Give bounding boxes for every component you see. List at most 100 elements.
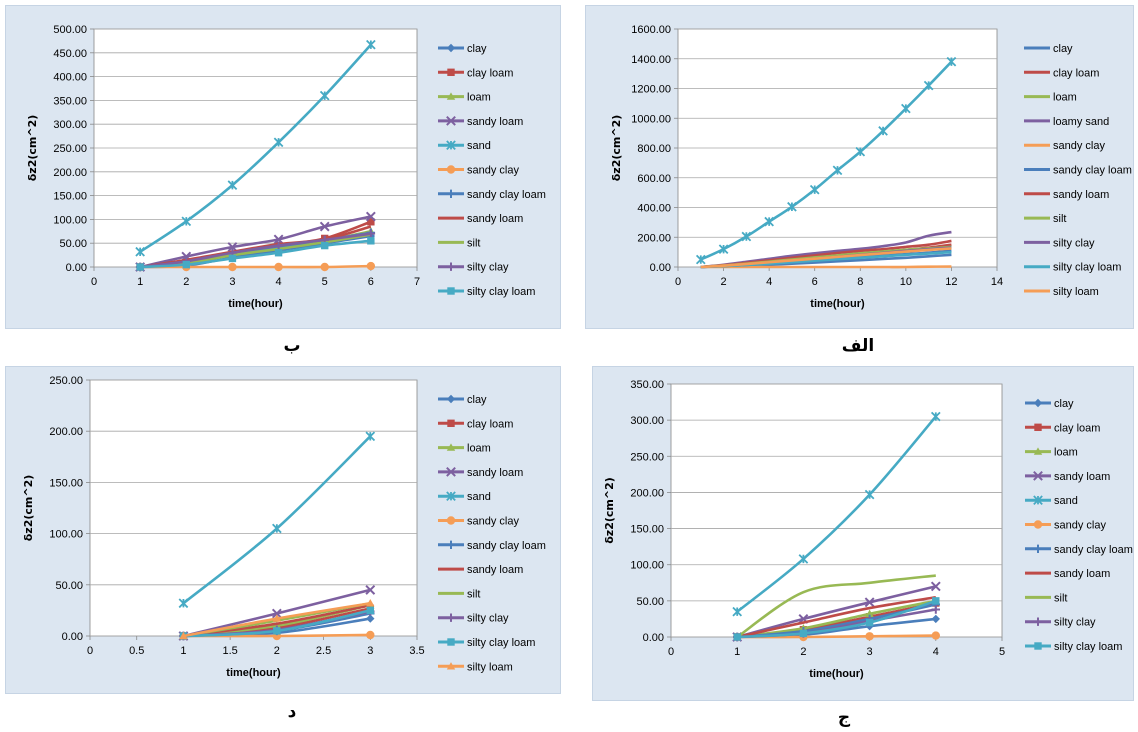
legend-label: silty clay [1054, 617, 1096, 629]
data-point [932, 597, 940, 605]
data-point [367, 237, 375, 245]
legend-label: sandy loam [467, 467, 523, 479]
y-tick-label: 350.00 [630, 379, 664, 391]
series-line [736, 585, 937, 639]
y-tick-label: 0.00 [62, 631, 83, 643]
legend-label: loam [467, 92, 491, 104]
legend-label: loam [1053, 92, 1077, 104]
y-tick-label: 150.00 [49, 477, 83, 489]
x-tick-label: 3.5 [409, 645, 424, 657]
y-axis-label: δz2(cm^2) [26, 115, 39, 182]
y-tick-label: 1600.00 [631, 24, 671, 36]
legend-label: sand [467, 140, 491, 152]
legend-label: sandy loam [467, 116, 523, 128]
data-point [136, 263, 144, 271]
y-tick-label: 400.00 [53, 72, 87, 84]
legend-item-clay: clay [1024, 43, 1073, 55]
y-tick-label: 50.00 [636, 596, 664, 608]
legend-item-clay-loam: clay loam [1024, 67, 1099, 79]
data-point [178, 598, 189, 609]
data-point [764, 216, 774, 227]
legend-item-silt: silt [438, 588, 480, 600]
y-axis-label: δz2(cm^2) [610, 115, 623, 182]
legend-item-sandy-clay: sandy clay [1025, 520, 1106, 532]
y-tick-label: 350.00 [53, 95, 87, 107]
legend-marker [447, 287, 455, 295]
legend-label: sandy clay [467, 516, 519, 528]
data-point [274, 262, 283, 272]
y-tick-label: 0.00 [650, 262, 671, 274]
data-point [135, 246, 145, 257]
data-point [799, 629, 808, 638]
x-tick-label: 1 [734, 646, 740, 658]
legend-item-loamy-sand: loamy sand [1024, 116, 1109, 128]
data-point [228, 254, 237, 263]
series-line [736, 415, 937, 613]
y-tick-label: 100.00 [49, 529, 83, 541]
legend-item-sandy-loam: sandy loam [1024, 189, 1109, 201]
legend-marker [446, 92, 456, 100]
x-tick-label: 0 [87, 645, 93, 657]
data-point [273, 234, 284, 245]
x-tick-label: 7 [414, 276, 420, 288]
legend-label: clay [1054, 398, 1074, 410]
legend-item-clay-loam: clay loam [1025, 422, 1100, 434]
plot-area [89, 379, 418, 637]
x-tick-label: 5 [999, 646, 1005, 658]
legend-item-sandy-loam: sandy loam [1025, 471, 1110, 483]
y-tick-label: 1200.00 [631, 84, 671, 96]
legend-label: clay loam [1054, 422, 1100, 434]
legend-label: sandy clay [1054, 520, 1106, 532]
chart-dal-svg: 0.00 50.00 100.00 150.00 200.00 250.00 0 0.5 1 1.… [22, 375, 546, 679]
x-axis-label: time(hour) [228, 298, 283, 310]
legend-label: sandy clay loam [467, 540, 546, 552]
x-tick-label: 3 [367, 645, 373, 657]
legend-marker [1033, 617, 1043, 626]
x-tick-label: 6 [812, 276, 818, 288]
y-tick-label: 300.00 [630, 415, 664, 427]
y-tick-label: 0.00 [643, 632, 664, 644]
legend-item-sandy-clay: sandy clay [438, 165, 519, 177]
legend-marker [446, 540, 456, 549]
data-point [365, 211, 376, 222]
data-point [930, 581, 941, 592]
legend-label: sandy loam [1054, 568, 1110, 580]
legend-label: loamy sand [1053, 116, 1109, 128]
legend-item-silt: silt [1024, 213, 1066, 225]
data-point [787, 201, 797, 212]
y-tick-label: 1400.00 [631, 54, 671, 66]
legend-item-clay-loam: clay loam [438, 418, 513, 430]
data-point [366, 261, 376, 271]
legend-marker [1033, 447, 1043, 455]
legend-label: sandy loam [467, 564, 523, 576]
legend-label: clay [467, 394, 487, 406]
data-point [931, 631, 940, 640]
y-tick-label: 200.00 [630, 487, 664, 499]
chart-b-svg: 0.00 50.00 100.00 150.00 200.00 250.00 300.00 3… [26, 24, 546, 310]
data-point [227, 180, 238, 190]
legend-marker [1033, 470, 1043, 481]
x-tick-label: 8 [857, 276, 863, 288]
legend-item-sand: sand [438, 140, 491, 152]
data-point [798, 554, 809, 564]
data-point [367, 218, 375, 226]
legend-item-sandy-clay: sandy clay [1024, 140, 1105, 152]
x-tick-label: 3 [867, 646, 873, 658]
y-tick-label: 300.00 [53, 119, 87, 131]
legend-item-silt: silt [438, 237, 480, 249]
y-tick-label: 50.00 [59, 238, 87, 250]
legend-item-clay: clay [1025, 398, 1074, 410]
x-tick-label: 2 [800, 646, 806, 658]
data-point [274, 249, 283, 257]
caption-dal: د [287, 702, 297, 722]
x-tick-label: 0 [675, 276, 681, 288]
data-point [733, 633, 741, 641]
plot-area [670, 383, 1003, 638]
series-sand [732, 411, 941, 617]
x-tick-label: 0 [668, 646, 674, 658]
chart-panel-jim: 0.00 50.00 100.00 150.00 200.00 250.00 300.00 3… [592, 366, 1134, 701]
data-point [741, 231, 752, 242]
legend-item-silty-clay-loam: silty clay loam [438, 637, 535, 649]
series-silty-loam [700, 247, 952, 269]
data-point [865, 609, 874, 618]
